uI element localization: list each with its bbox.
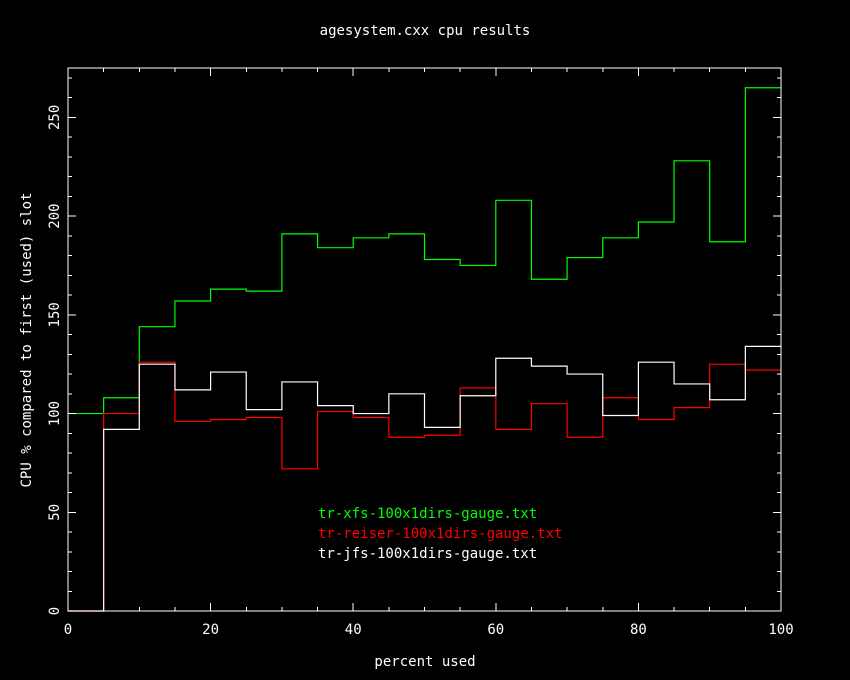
x-tick-label: 100 [768,622,793,638]
x-tick-label: 0 [64,622,72,638]
x-tick-label: 40 [345,622,362,638]
legend-entry: tr-jfs-100x1dirs-gauge.txt [318,546,537,562]
y-axis-label: CPU % compared to first (used) slot [19,192,35,487]
legend-entry: tr-xfs-100x1dirs-gauge.txt [318,506,537,522]
y-tick-label: 100 [47,401,63,426]
series-line [68,87,781,415]
axes-layer: 0 20 40 60 80 100 0 50 100 150 200 250 [47,67,794,638]
x-tick-label: 80 [630,622,647,638]
x-axis-label: percent used [374,654,475,670]
y-tick-label: 200 [47,203,63,228]
chart-title: agesystem.cxx cpu results [320,23,531,39]
y-tick-label: 150 [47,302,63,327]
y-tick-label: 0 [47,607,63,615]
x-tick-label: 60 [487,622,504,638]
series-layer [68,87,781,612]
series-line [68,345,781,612]
x-tick-label: 20 [202,622,219,638]
y-tick-label: 250 [47,105,63,130]
y-tick-label: 50 [47,504,63,521]
series-line [68,361,781,612]
legend-entry: tr-reiser-100x1dirs-gauge.txt [318,526,562,542]
legend: tr-xfs-100x1dirs-gauge.txt tr-reiser-100x… [318,506,562,562]
